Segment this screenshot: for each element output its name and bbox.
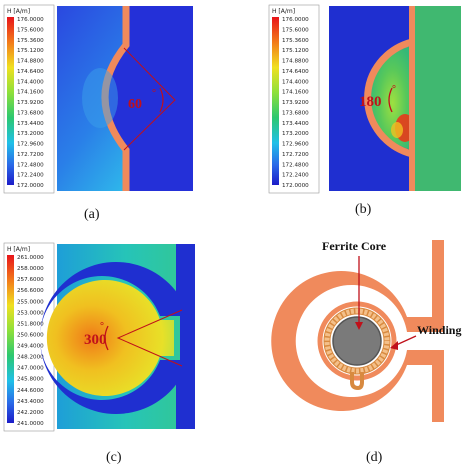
legend-tick-label: 244.6000: [17, 388, 44, 394]
colorbar-legend: H [A/m] 176.0000 175.6000 175.3600 175.1200…: [3, 4, 55, 194]
legend-tick-label: 174.1600: [282, 90, 309, 96]
ferrite-core: [332, 316, 382, 366]
angle-arc-arrow: [388, 87, 393, 113]
colorbar: [7, 255, 14, 423]
legend-tick-label: 173.6800: [17, 110, 44, 116]
angle-label: 60: [128, 97, 142, 112]
core-pointer-arrowhead: [355, 322, 363, 330]
legend-tick-label: 175.3600: [282, 38, 309, 44]
legend-title: H [A/m]: [7, 8, 30, 15]
legend-tick-label: 247.0000: [17, 366, 44, 372]
copper-strip: [409, 6, 415, 191]
angle-wedge: [116, 309, 183, 367]
legend-tick-label: 172.2400: [282, 173, 309, 179]
legend-tick-label: 172.7200: [17, 152, 44, 158]
label-ferrite-core: Ferrite Core: [322, 239, 387, 253]
angle-arc-arrow: [159, 87, 164, 113]
legend-tick-label: 245.8000: [17, 377, 44, 383]
legend-tick-label: 172.2400: [17, 173, 44, 179]
legend-tick-label: 172.7200: [282, 152, 309, 158]
legend-tick-label: 172.9600: [17, 142, 44, 148]
degree-symbol: °: [152, 88, 156, 99]
legend-tick-label: 256.6000: [17, 288, 44, 294]
legend-tick-label: 255.0000: [17, 299, 44, 305]
angle-arc-arrow: [104, 325, 109, 351]
angle-label: 300: [84, 332, 107, 348]
legend-ticks: 261.0000 258.0000 257.6000 256.6000 255.0000…: [17, 255, 44, 427]
legend-tick-label: 175.3600: [17, 38, 44, 44]
colorbar: [7, 17, 14, 185]
outer-copper-conductor: [271, 240, 444, 422]
legend-ticks: 176.0000 175.6000 175.3600 175.1200 174.8800…: [282, 17, 309, 189]
legend-ticks: 176.0000 175.6000 175.3600 175.1200 174.8800…: [17, 17, 44, 189]
legend-tick-label: 173.6800: [282, 110, 309, 116]
legend-tick-label: 242.2000: [17, 410, 44, 416]
legend-tick-label: 175.1200: [17, 48, 44, 54]
legend-tick-label: 175.6000: [17, 27, 44, 33]
copper-boundary: [364, 38, 413, 158]
legend-tick-label: 172.0000: [282, 183, 309, 189]
legend-tick-label: 173.2000: [17, 131, 44, 137]
caption-d: (d): [366, 450, 383, 465]
legend-tick-label: 249.4000: [17, 344, 44, 350]
legend-tick-label: 172.0000: [17, 183, 44, 189]
legend-tick-label: 173.9200: [282, 100, 309, 106]
legend-tick-label: 172.4800: [282, 162, 309, 168]
legend-tick-label: 174.4000: [17, 79, 44, 85]
legend-tick-label: 176.0000: [17, 17, 44, 23]
winding-lead: [350, 372, 364, 391]
colorbar: [272, 17, 279, 185]
caption-b: (b): [355, 202, 372, 217]
panel-a: H [A/m] 176.0000 175.6000 175.3600 175.1200…: [3, 4, 193, 194]
legend-tick-label: 241.0000: [17, 421, 44, 427]
angle-wedge: [123, 47, 176, 151]
legend-tick-label: 174.6400: [282, 69, 309, 75]
legend-tick-label: 257.6000: [17, 277, 44, 283]
legend-tick-label: 261.0000: [17, 255, 44, 261]
legend-tick-label: 174.8800: [282, 59, 309, 65]
legend-tick-label: 174.6400: [17, 69, 44, 75]
inner-copper-ring: [317, 301, 397, 381]
panel-b: H [A/m] 176.0000 175.6000 175.3600 175.1200…: [268, 4, 461, 194]
field-plot: [57, 6, 193, 191]
legend-tick-label: 250.6000: [17, 332, 44, 338]
legend-tick-label: 173.4400: [282, 121, 309, 127]
legend-tick-label: 251.8000: [17, 321, 44, 327]
degree-symbol: °: [100, 321, 104, 332]
legend-tick-label: 173.2000: [282, 131, 309, 137]
legend-tick-label: 175.1200: [282, 48, 309, 54]
legend-title: H [A/m]: [7, 246, 30, 253]
legend-tick-label: 174.4000: [282, 79, 309, 85]
colorbar-legend: H [A/m] 261.0000 258.0000 257.6000 256.6000…: [3, 242, 55, 432]
winding-turns: [324, 308, 390, 374]
winding-pointer-arrowhead: [390, 341, 398, 350]
angle-label: 180: [359, 94, 382, 110]
legend-tick-label: 173.4400: [17, 121, 44, 127]
legend-tick-label: 253.0000: [17, 310, 44, 316]
caption-a: (a): [84, 207, 100, 222]
legend-tick-label: 248.2000: [17, 355, 44, 361]
legend-tick-label: 243.4000: [17, 399, 44, 405]
caption-c: (c): [106, 450, 122, 465]
panel-d: Ferrite Core Winding: [271, 239, 461, 422]
field-plot: [329, 6, 461, 191]
legend-tick-label: 258.0000: [17, 266, 44, 272]
field-plot: [40, 244, 195, 429]
label-winding: Winding: [417, 323, 461, 337]
legend-tick-label: 176.0000: [282, 17, 309, 23]
legend-tick-label: 172.9600: [282, 142, 309, 148]
degree-symbol: °: [392, 84, 396, 95]
legend-title: H [A/m]: [272, 8, 295, 15]
legend-tick-label: 174.8800: [17, 59, 44, 65]
legend-tick-label: 174.1600: [17, 90, 44, 96]
panel-c: H [A/m] 261.0000 258.0000 257.6000 256.6000…: [3, 242, 195, 432]
legend-tick-label: 173.9200: [17, 100, 44, 106]
colorbar-legend: H [A/m] 176.0000 175.6000 175.3600 175.1200…: [268, 4, 320, 194]
legend-tick-label: 172.4800: [17, 162, 44, 168]
legend-tick-label: 175.6000: [282, 27, 309, 33]
